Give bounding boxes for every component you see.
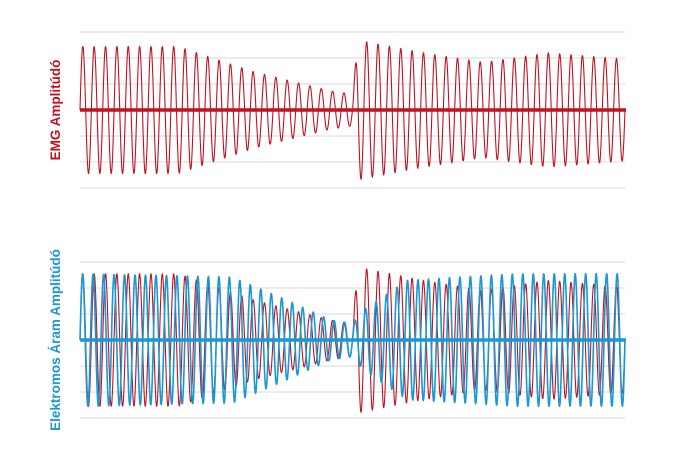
- emg-grid: [80, 31, 625, 189]
- current-chart: Elektromos Áram Amplitúdó: [48, 249, 626, 431]
- emg-y-axis-title: EMG Amplitúdó: [48, 60, 63, 161]
- current-y-axis-title: Elektromos Áram Amplitúdó: [48, 249, 63, 431]
- emg-chart: EMG Amplitúdó: [48, 31, 626, 189]
